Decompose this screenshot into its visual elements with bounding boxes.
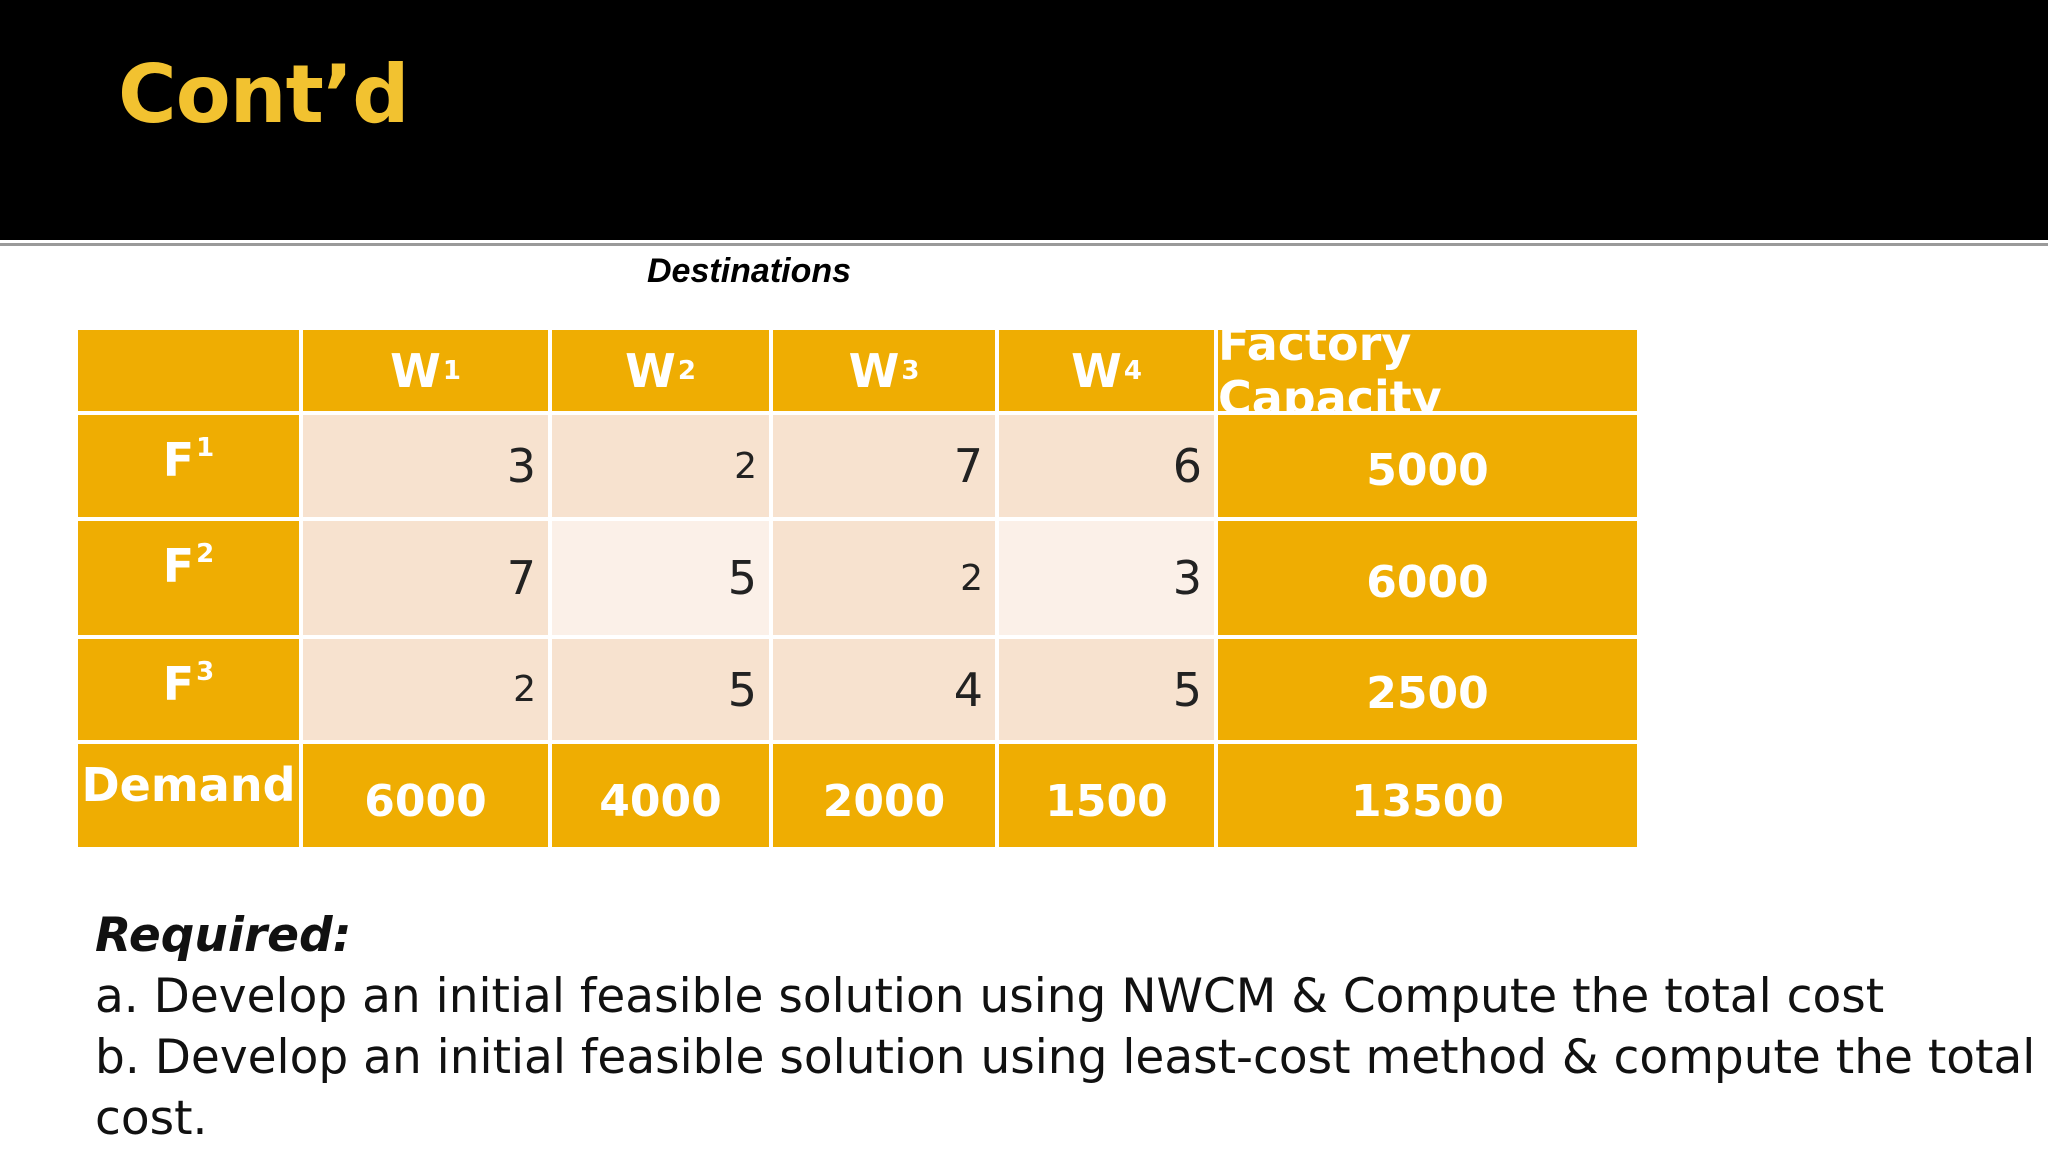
header-divider: [0, 240, 2048, 250]
capacity-cell-f1: 5000: [1218, 415, 1637, 517]
cost-cell-f3-w2: 5: [552, 639, 769, 740]
required-item-a: a. Develop an initial feasible solution …: [95, 969, 1885, 1024]
cost-cell-f1-w3: 7: [773, 415, 995, 517]
cost-cell-f3-w3: 4: [773, 639, 995, 740]
cost-cell-f2-w2: 5: [552, 521, 769, 635]
demand-cell-w2: 4000: [552, 744, 769, 847]
column-header-capacity: Factory Capacity: [1218, 317, 1637, 425]
cost-cell-f2-w4: 3: [999, 521, 1214, 635]
slide-header-bar: [0, 0, 2048, 240]
total-cell: 13500: [1218, 744, 1637, 847]
cost-cell-f1-w4: 6: [999, 415, 1214, 517]
cost-cell-f2-w1: 7: [303, 521, 548, 635]
demand-cell-w4: 1500: [999, 744, 1214, 847]
required-heading: Required:: [95, 908, 352, 963]
table-corner-cell: [78, 330, 299, 411]
capacity-cell-f2: 6000: [1218, 521, 1637, 635]
cost-cell-f3-w1: 2: [303, 639, 548, 740]
slide-title: Cont’d: [118, 48, 410, 141]
capacity-cell-f3: 2500: [1218, 639, 1637, 740]
cost-cell-f3-w4: 5: [999, 639, 1214, 740]
required-section: Required: a. Develop an initial feasible…: [95, 905, 2048, 1149]
row-header-demand: Demand: [78, 744, 299, 847]
cost-cell-f1-w2: 2: [552, 415, 769, 517]
demand-cell-w3: 2000: [773, 744, 995, 847]
destinations-label: Destinations: [647, 252, 852, 290]
demand-cell-w1: 6000: [303, 744, 548, 847]
cost-cell-f1-w1: 3: [303, 415, 548, 517]
cost-cell-f2-w3: 2: [773, 521, 995, 635]
required-item-b: b. Develop an initial feasible solution …: [95, 1030, 2036, 1146]
